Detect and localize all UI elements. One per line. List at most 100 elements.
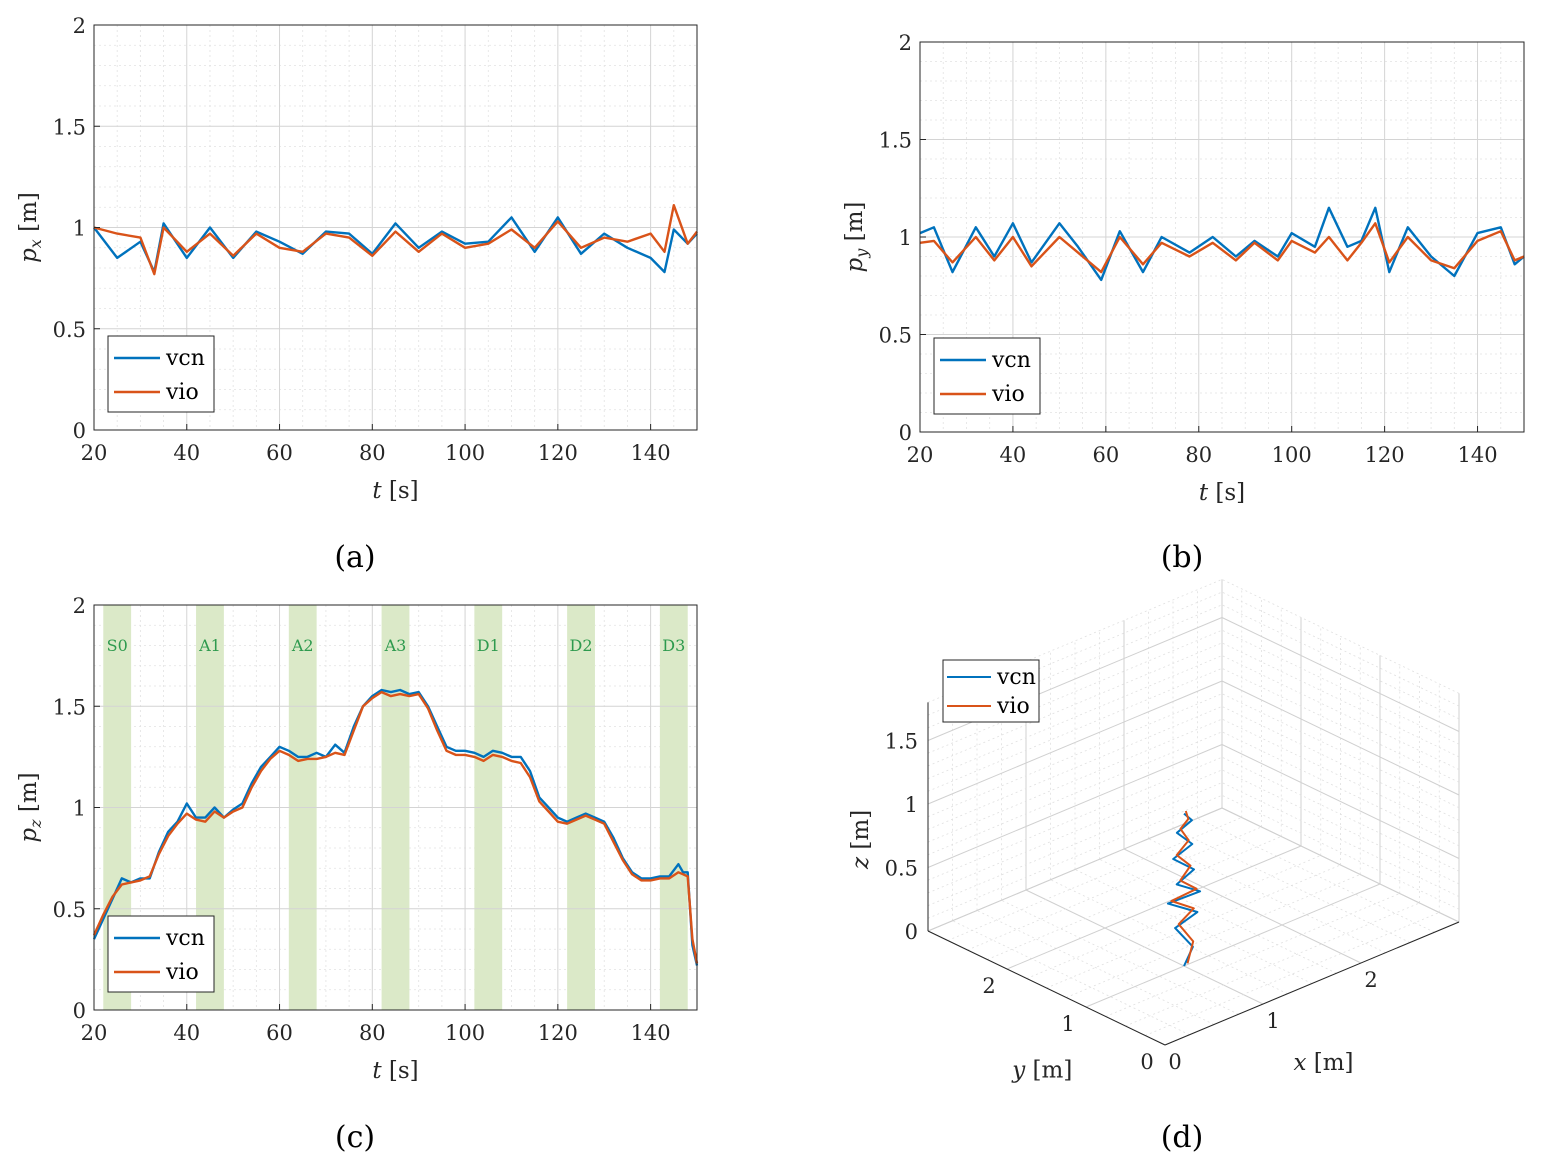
y-tick-label: 0 [73,999,86,1023]
wall-grid [927,718,1223,843]
floor-grid [1125,902,1420,1027]
wall-grid [1221,604,1460,720]
x-tick-label: 0 [1168,1050,1181,1074]
y-axis-label: y [m] [1011,1058,1072,1084]
legend-label-vio: vio [996,694,1030,719]
x-axis-label: x [m] [1293,1050,1353,1076]
y-tick-label: 0.5 [53,898,86,922]
x-tick-label: 140 [631,1021,671,1045]
phase-label-d1: D1 [477,636,500,655]
wall-grid [927,794,1223,919]
legend-box [107,335,215,413]
wall-grid [1221,769,1460,885]
legend-label-vcn: vcn [996,665,1036,690]
phase-label-d3: D3 [662,636,685,655]
caption-b: (b) [1161,540,1204,575]
caption-d: (d) [1161,1120,1204,1155]
wall-grid [1221,591,1460,707]
y-tick-label: 2 [899,31,912,55]
x-axis-label: t [s] [1199,480,1245,506]
x-tick-label: 100 [445,1021,485,1045]
x-tick-label: 20 [81,1021,108,1045]
floor-grid [1046,864,1341,989]
wall-grid [1221,731,1460,847]
x-tick-label: 40 [1000,443,1027,467]
caption-a: (a) [334,540,375,575]
y-axis-label: pz [m] [16,772,45,842]
floor-grid [1123,848,1362,964]
legend-box [107,915,215,993]
x-tick-label: 60 [266,441,293,465]
x-tick-label: 20 [81,441,108,465]
floor-grid [967,826,1262,951]
x-tick-label: 80 [359,441,386,465]
panel-d: 0 1 2 0 1 2 0 0.5 1 1.5 x [m] y [m] z [m] vcn vio [848,579,1460,1084]
x-tick-label: 120 [538,1021,578,1045]
wall-grid [1221,655,1460,770]
legend-label-vio: vio [165,960,199,985]
wall-grid [1221,617,1460,732]
wall-grid [1221,706,1460,821]
y-axis-label: px [m] [16,192,45,263]
y-tick-label: 2 [73,594,86,618]
wall-grid [927,667,1223,792]
floor-grid [1197,817,1435,933]
x-tick-label: 80 [1185,443,1212,467]
x-axis-label: t [s] [372,478,418,504]
caption-c: (c) [335,1120,375,1155]
wall-grid [1221,642,1460,758]
floor-grid [1001,899,1239,1015]
floor-grid [1026,855,1321,979]
x-tick-label: 2 [1364,968,1377,992]
panel-a: 20 40 60 80 100 120 140 0 0.5 1 1.5 2 t [s] px [m] vcn… [16,14,698,504]
x-tick-label: 20 [907,443,934,467]
wall-grid [927,655,1223,779]
phase-label-a3: A3 [384,636,407,655]
wall-grid [927,579,1223,703]
y-tick-label: 0.5 [53,318,86,342]
legend-label-vio: vio [991,382,1025,407]
z-tick-label: 0 [905,920,918,944]
wall-grid [927,769,1223,894]
panel-c: S0 A1 A2 A3 D1 D2 D3 20 40 60 80 100 120 140 0 0.5 1 1.5 2… [16,594,699,1084]
wall-grid [1221,744,1460,859]
series-line-vcn [919,206,1525,282]
y-tick-label: 1 [899,226,912,250]
wall-grid [927,604,1223,729]
legend-label-vio: vio [165,380,199,405]
wall-grid [927,680,1223,805]
y-tick-label: 2 [73,14,86,38]
floor-grid [1006,845,1302,970]
x-tick-label: 60 [1092,443,1119,467]
phase-label-d2: D2 [570,636,593,655]
wall-grid [1221,579,1460,694]
y-tick-label: 1 [1061,1012,1074,1036]
wall-grid [1221,794,1460,910]
wall-grid [1221,667,1460,783]
y-tick-label: 0.5 [879,324,912,348]
x-tick-label: 40 [173,441,200,465]
y-tick-label: 1.5 [53,695,86,719]
x-tick-label: 1 [1266,1009,1279,1033]
floor-grid [1050,879,1288,995]
wall-grid [927,744,1223,868]
x-tick-label: 100 [445,441,485,465]
trajectory-vio [1170,810,1198,964]
x-axis-line [1164,921,1460,1046]
phase-label-s0: S0 [107,636,128,655]
y-tick-label: 1 [73,217,86,241]
wall-grid [1221,629,1460,745]
series-line-vio [92,690,699,964]
wall-grid [927,756,1223,881]
x-tick-label: 60 [266,1021,293,1045]
floor-grid [976,910,1215,1025]
phase-label-a1: A1 [198,636,221,655]
wall-grid [927,693,1223,818]
y-tick-label: 0 [899,421,912,445]
wall-grid [927,642,1223,767]
legend-label-vcn: vcn [165,926,205,951]
wall-grid [927,731,1223,856]
wall-grid [927,629,1223,754]
z-axis-label: z [m] [848,810,874,870]
